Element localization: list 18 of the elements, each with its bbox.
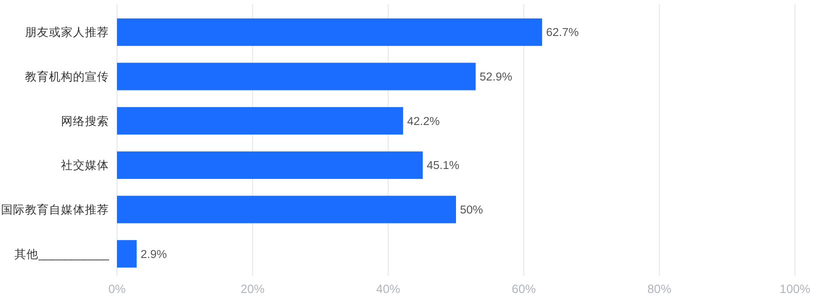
data-label: 50%: [460, 204, 484, 216]
x-tick-label: 80%: [647, 282, 672, 296]
x-tick-label: 0%: [108, 282, 126, 296]
data-label: 52.9%: [480, 72, 512, 84]
data-label: 42.2%: [407, 116, 440, 128]
y-tick-label: 网络搜索: [61, 114, 109, 128]
x-tick-label: 100%: [780, 282, 811, 296]
y-tick-label: 其他___________: [14, 248, 110, 261]
x-tick-label: 20%: [240, 282, 265, 296]
x-tick-label: 40%: [376, 282, 401, 296]
y-tick-label: 教育机构的宣传: [25, 70, 109, 84]
y-tick-label: 国际教育自媒体推荐: [1, 202, 109, 216]
data-label: 2.9%: [140, 248, 167, 261]
x-tick-label: 60%: [512, 282, 536, 296]
data-label: 62.7%: [546, 27, 579, 40]
y-tick-label: 朋友或家人推荐: [25, 25, 109, 40]
y-tick-label: 社交媒体: [61, 158, 109, 172]
data-label: 45.1%: [426, 160, 460, 172]
